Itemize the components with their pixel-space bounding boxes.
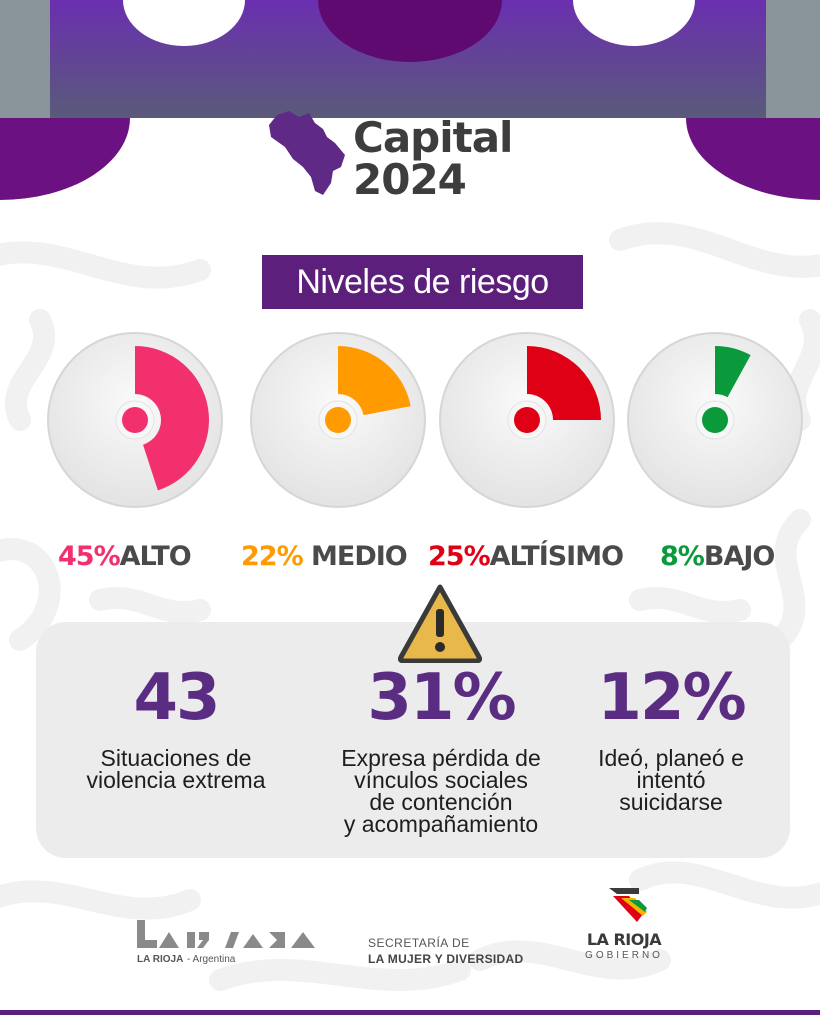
- stat-description: Expresa pérdida de vínculos sociales de …: [316, 745, 566, 837]
- level-word: MEDIO: [302, 541, 408, 572]
- stat-desc-line: violencia extrema: [86, 767, 266, 793]
- gauge-sector: [338, 346, 411, 416]
- gauge-svg: [627, 332, 803, 508]
- level-percent: 45%: [58, 541, 121, 572]
- gauge-svg: [439, 332, 615, 508]
- level-label-alto: 45%ALTO: [58, 541, 192, 572]
- logo3-line2: GOBIERNO: [585, 950, 663, 961]
- logo1-caption-bold: LA RIOJA: [137, 954, 183, 965]
- gauge-center-dot: [514, 407, 540, 433]
- stat-suicide: 12% Ideó, planeó e intentó suicidarse: [581, 661, 761, 815]
- stat-desc-line: intentó: [636, 767, 706, 793]
- stat-desc-line: Expresa pérdida de: [341, 745, 541, 771]
- stat-description: Ideó, planeó e intentó suicidarse: [581, 745, 761, 815]
- stat-desc-line: suicidarse: [619, 789, 723, 815]
- gauge-center-dot: [325, 407, 351, 433]
- title-place: Capital: [353, 113, 513, 162]
- stat-desc-line: Ideó, planeó e: [598, 745, 744, 771]
- level-word: BAJO: [703, 541, 775, 572]
- stat-number: 31%: [367, 661, 516, 735]
- bottom-bar: [0, 1010, 820, 1015]
- gauge-alto: [45, 330, 225, 510]
- gauge-altisimo: [437, 330, 617, 510]
- secretaria-logo: SECRETARÍA DE LA MUJER Y DIVERSIDAD: [368, 936, 548, 966]
- level-percent: 25%: [428, 541, 491, 572]
- logo2-line1: SECRETARÍA DE: [368, 936, 470, 950]
- gauge-svg: [250, 332, 426, 508]
- header-decoration: [0, 0, 820, 200]
- gauge-sector: [135, 346, 209, 491]
- stat-desc-line: y acompañamiento: [343, 811, 539, 837]
- stat-desc-line: Situaciones de: [100, 745, 252, 771]
- logo1-caption-rest: - Argentina: [187, 954, 236, 965]
- gauge-center-dot: [702, 407, 728, 433]
- logo2-line2: LA MUJER Y DIVERSIDAD: [368, 952, 524, 966]
- level-percent: 8%: [660, 541, 705, 572]
- gauge-sector: [715, 346, 751, 398]
- stat-social-ties: 31% Expresa pérdida de vínculos sociales…: [316, 661, 566, 837]
- gauge-bajo: [625, 330, 805, 510]
- stat-number: 43: [133, 661, 220, 735]
- logo3-line1: LA RIOJA: [586, 930, 662, 949]
- la-rioja-gobierno-logo: LA RIOJA GOBIERNO: [574, 884, 674, 961]
- gauge-medio: [248, 330, 428, 510]
- stat-desc-line: de contención: [369, 789, 513, 815]
- bottom-strip: [0, 1010, 820, 1024]
- province-map-icon: [269, 111, 345, 195]
- gauge-center-dot: [122, 407, 148, 433]
- page-title: Capital 2024: [265, 105, 565, 205]
- title-year: 2024: [353, 155, 467, 204]
- stats-panel: 43 Situaciones de violencia extrema 31% …: [36, 622, 790, 858]
- gauge-svg: [47, 332, 223, 508]
- gobierno-emblem-icon: [609, 888, 647, 922]
- level-word: ALTO: [119, 541, 192, 572]
- level-word: ALTÍSIMO: [489, 541, 624, 572]
- level-label-bajo: 8%BAJO: [660, 541, 775, 572]
- stat-number: 12%: [597, 661, 746, 735]
- stat-violence: 43 Situaciones de violencia extrema: [66, 661, 286, 793]
- stat-desc-line: vínculos sociales: [354, 767, 528, 793]
- level-label-medio: 22% MEDIO: [241, 541, 408, 572]
- stat-description: Situaciones de violencia extrema: [66, 745, 286, 793]
- level-percent: 22%: [241, 541, 304, 572]
- level-label-altisimo: 25%ALTÍSIMO: [428, 541, 624, 572]
- gauge-sector: [527, 346, 601, 420]
- warning-triangle-icon: [397, 584, 483, 663]
- la-rioja-argentina-logo: LA RIOJA - Argentina: [137, 920, 315, 965]
- section-title: Niveles de riesgo: [262, 255, 583, 309]
